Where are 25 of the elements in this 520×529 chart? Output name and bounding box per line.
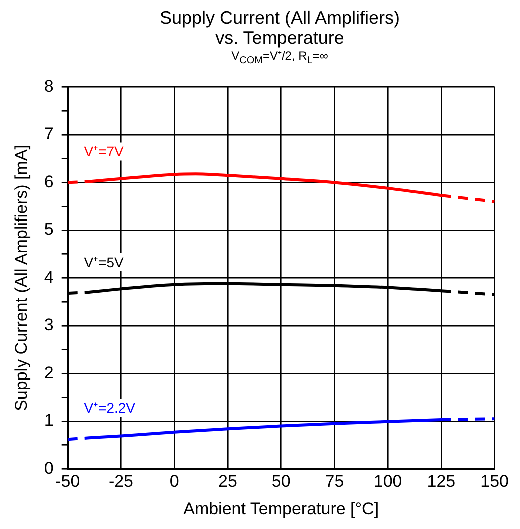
x-axis-title: Ambient Temperature [°C] <box>184 500 380 519</box>
x-tick-label: 75 <box>325 472 344 492</box>
y-tick-label: 4 <box>44 268 54 288</box>
chart-title: Supply Current (All Amplifiers) vs. Temperature <box>158 8 402 48</box>
y-tick-label: 0 <box>44 459 54 478</box>
y-tick-label: 5 <box>44 220 54 240</box>
y-tick-label: 3 <box>44 316 54 336</box>
y-tick-label: 7 <box>44 125 54 144</box>
series-label: V⁺=7V <box>84 144 125 160</box>
y-tick-label: 2 <box>44 364 54 383</box>
x-tick-label: 0 <box>170 472 180 492</box>
series-label: V⁺=2.2V <box>84 400 136 416</box>
y-tick-label: 1 <box>44 412 54 431</box>
x-tick-label: 100 <box>374 472 402 492</box>
x-tick-label: 50 <box>272 472 291 492</box>
x-tick-label: 25 <box>218 472 238 492</box>
x-tick-label: 150 <box>480 472 510 492</box>
x-tick-label: 125 <box>427 472 456 492</box>
chart-subtitle: V$_{COM}$=V⁺/2, R$_{L}$=∞ <box>230 48 330 68</box>
x-tick-label: -25 <box>108 472 134 492</box>
y-axis-title: Supply Current (All Amplifiers) [mA] <box>12 145 31 412</box>
y-tick-label: 6 <box>44 172 54 192</box>
series-label: V⁺=5V <box>84 254 125 271</box>
x-tick-label: -50 <box>56 472 80 492</box>
y-tick-label: 8 <box>44 77 54 96</box>
